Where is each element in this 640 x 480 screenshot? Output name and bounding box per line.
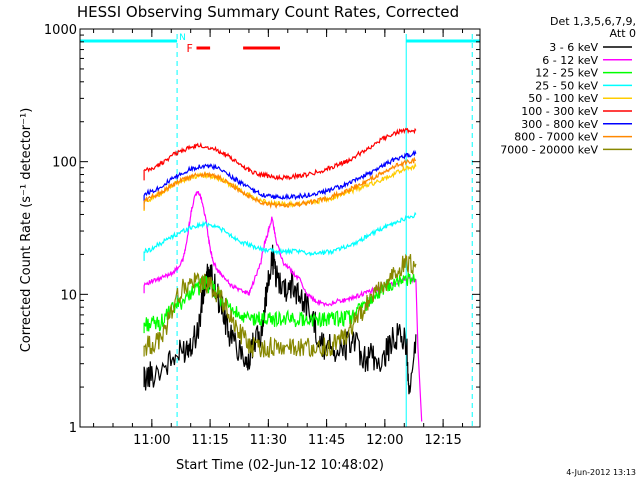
series-line (143, 156, 417, 210)
legend-header-line-2: Att 0 (610, 27, 636, 40)
series-line (143, 127, 417, 181)
x-tick-label: 11:15 (191, 433, 228, 448)
series-line (143, 244, 417, 395)
legend-entry-label: 50 - 100 keV (528, 92, 598, 105)
y-axis-label: Corrected Count Rate (s⁻¹ detector⁻¹) (19, 108, 34, 353)
x-tick-label: 12:00 (366, 433, 403, 448)
series-line (143, 191, 423, 422)
footer-date: 4-Jun-2012 13:13 (566, 468, 636, 477)
legend-entry-label: 3 - 6 keV (549, 41, 598, 54)
x-axis-label: Start Time (02-Jun-12 10:48:02) (176, 458, 384, 473)
legend-header-line-1: Det 1,3,5,6,7,9, (550, 15, 636, 28)
series-line (143, 211, 417, 261)
night-label: N (179, 33, 186, 43)
legend-entry-label: 300 - 800 keV (521, 118, 598, 131)
y-tick-label: 1000 (44, 23, 77, 38)
legend-entry-label: 12 - 25 keV (535, 67, 598, 80)
legend-entry-label: 800 - 7000 keV (514, 131, 598, 144)
y-tick-label: 1 (69, 421, 77, 436)
legend-entry-label: 100 - 300 keV (521, 105, 598, 118)
series-line (143, 253, 417, 358)
annotation-layer: NF (80, 33, 480, 427)
y-tick-label: 10 (60, 288, 77, 303)
flare-label: F (187, 42, 193, 55)
chart-title: HESSI Observing Summary Count Rates, Cor… (77, 3, 459, 21)
legend-entry-label: 6 - 12 keV (542, 54, 598, 67)
x-tick-label: 11:45 (308, 433, 345, 448)
axes-layer: 1 10 100 1000 11:00 11:15 11:30 11:45 12:00 12:15 (44, 23, 480, 448)
x-tick-label: 12:15 (424, 433, 461, 448)
y-tick-label: 100 (52, 156, 77, 171)
x-tick-label: 11:00 (133, 433, 170, 448)
series-layer (143, 127, 423, 422)
legend-entry-label: 7000 - 20000 keV (500, 143, 598, 156)
x-tick-label: 11:30 (250, 433, 287, 448)
series-line (143, 149, 417, 204)
plot-frame (79, 28, 481, 428)
legend-entry-label: 25 - 50 keV (535, 79, 598, 92)
